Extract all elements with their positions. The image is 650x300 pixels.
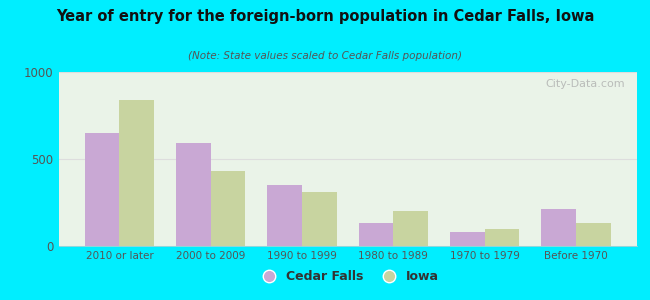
Bar bbox=[176, 143, 211, 246]
Bar bbox=[359, 224, 393, 246]
Bar bbox=[267, 185, 302, 246]
Text: (Note: State values scaled to Cedar Falls population): (Note: State values scaled to Cedar Fall… bbox=[188, 51, 462, 61]
Bar bbox=[485, 230, 519, 246]
Text: Year of entry for the foreign-born population in Cedar Falls, Iowa: Year of entry for the foreign-born popul… bbox=[56, 9, 594, 24]
Bar bbox=[450, 232, 485, 246]
Bar bbox=[211, 171, 246, 246]
Bar bbox=[576, 224, 611, 246]
Bar bbox=[541, 209, 576, 246]
Bar bbox=[120, 100, 154, 246]
Legend: Cedar Falls, Iowa: Cedar Falls, Iowa bbox=[252, 266, 444, 289]
Text: City-Data.com: City-Data.com bbox=[546, 79, 625, 89]
Bar bbox=[302, 192, 337, 246]
Bar bbox=[393, 211, 428, 246]
Bar bbox=[84, 133, 120, 246]
